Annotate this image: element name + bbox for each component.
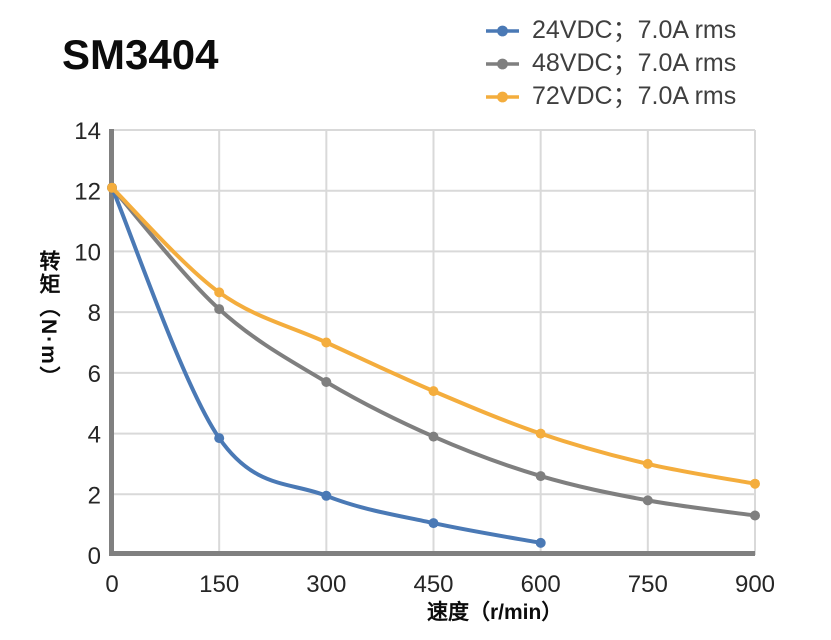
data-point-marker: [214, 433, 225, 444]
x-tick-label: 900: [735, 571, 775, 598]
data-point-marker: [750, 478, 760, 489]
chart-title: SM3404: [62, 31, 219, 78]
y-axis-title: 转矩（N·m）: [37, 250, 60, 389]
legend-item-2: 72VDC；7.0A rms: [486, 80, 736, 113]
x-axis-title: 速度（r/min）: [427, 601, 563, 624]
data-point-marker: [428, 518, 439, 529]
y-tick-label: 8: [88, 300, 101, 327]
legend-label: 24VDC；7.0A rms: [532, 16, 737, 44]
y-tick-label: 0: [88, 543, 101, 570]
legend-item-1: 48VDC；7.0A rms: [486, 47, 736, 80]
y-tick-label: 2: [88, 482, 101, 509]
data-point-marker: [321, 377, 332, 387]
series-line-0: [110, 185, 543, 545]
legend-item-0: 24VDC；7.0A rms: [486, 14, 736, 47]
chart-legend: 24VDC；7.0A rms 48VDC；7.0A rms 72VDC；7.0A r…: [486, 14, 736, 113]
y-tick-label: 14: [74, 118, 101, 145]
y-tick-label: 6: [88, 361, 101, 388]
series-2: [107, 182, 760, 489]
y-tick-labels: 0 2 4 6 8 10 12 14: [74, 118, 101, 570]
y-tick-label: 4: [88, 422, 101, 449]
data-point-marker: [642, 458, 653, 469]
legend-line-marker-icon: [486, 25, 519, 36]
data-point-marker: [214, 304, 225, 315]
x-tick-label: 600: [521, 571, 561, 598]
x-tick-label: 300: [306, 571, 346, 598]
data-point-marker: [750, 510, 760, 521]
data-point-marker: [535, 471, 546, 482]
x-tick-label: 150: [199, 571, 239, 598]
x-tick-labels: 0 150 300 450 600 750 900: [105, 571, 775, 598]
legend-line-marker-icon: [486, 58, 519, 69]
legend-label: 72VDC；7.0A rms: [532, 82, 737, 110]
data-point-marker: [535, 428, 546, 439]
data-point-marker: [535, 537, 546, 548]
y-tick-label: 12: [74, 179, 101, 206]
data-point-marker: [107, 182, 117, 193]
x-tick-label: 750: [628, 571, 668, 598]
legend-label: 48VDC；7.0A rms: [532, 49, 737, 77]
data-point-marker: [321, 490, 332, 501]
gridlines: [112, 129, 756, 555]
data-point-marker: [214, 287, 225, 298]
data-point-marker: [642, 495, 653, 506]
legend-line-marker-icon: [486, 91, 519, 102]
data-point-marker: [428, 386, 439, 397]
data-point-marker: [428, 431, 439, 442]
data-point-marker: [321, 337, 332, 348]
y-tick-label: 10: [74, 239, 101, 266]
x-tick-label: 450: [413, 571, 453, 598]
x-tick-label: 0: [105, 571, 118, 598]
